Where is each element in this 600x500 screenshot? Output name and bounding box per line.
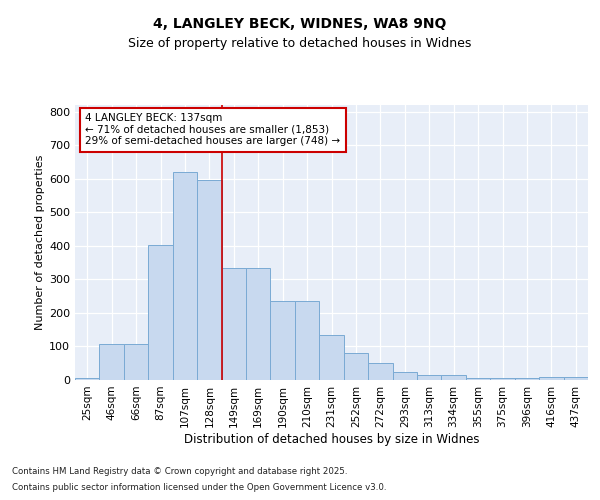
Bar [368, 362, 392, 380]
Y-axis label: Number of detached properties: Number of detached properties [35, 155, 45, 330]
Bar [344, 353, 368, 380]
Bar [466, 378, 490, 380]
Bar [148, 245, 173, 380]
Bar [417, 375, 442, 380]
Text: 4, LANGLEY BECK, WIDNES, WA8 9NQ: 4, LANGLEY BECK, WIDNES, WA8 9NQ [154, 18, 446, 32]
Text: Contains public sector information licensed under the Open Government Licence v3: Contains public sector information licen… [12, 484, 386, 492]
Bar [246, 268, 271, 380]
Bar [515, 378, 539, 380]
Text: Size of property relative to detached houses in Widnes: Size of property relative to detached ho… [128, 38, 472, 51]
Bar [75, 378, 100, 380]
Bar [539, 378, 563, 380]
Bar [319, 334, 344, 380]
Bar [100, 344, 124, 380]
Bar [392, 372, 417, 380]
Bar [442, 375, 466, 380]
Text: 4 LANGLEY BECK: 137sqm
← 71% of detached houses are smaller (1,853)
29% of semi-: 4 LANGLEY BECK: 137sqm ← 71% of detached… [85, 114, 340, 146]
X-axis label: Distribution of detached houses by size in Widnes: Distribution of detached houses by size … [184, 432, 479, 446]
Text: Contains HM Land Registry data © Crown copyright and database right 2025.: Contains HM Land Registry data © Crown c… [12, 467, 347, 476]
Bar [563, 378, 588, 380]
Bar [124, 344, 148, 380]
Bar [197, 180, 221, 380]
Bar [295, 301, 319, 380]
Bar [490, 378, 515, 380]
Bar [173, 172, 197, 380]
Bar [221, 268, 246, 380]
Bar [271, 301, 295, 380]
